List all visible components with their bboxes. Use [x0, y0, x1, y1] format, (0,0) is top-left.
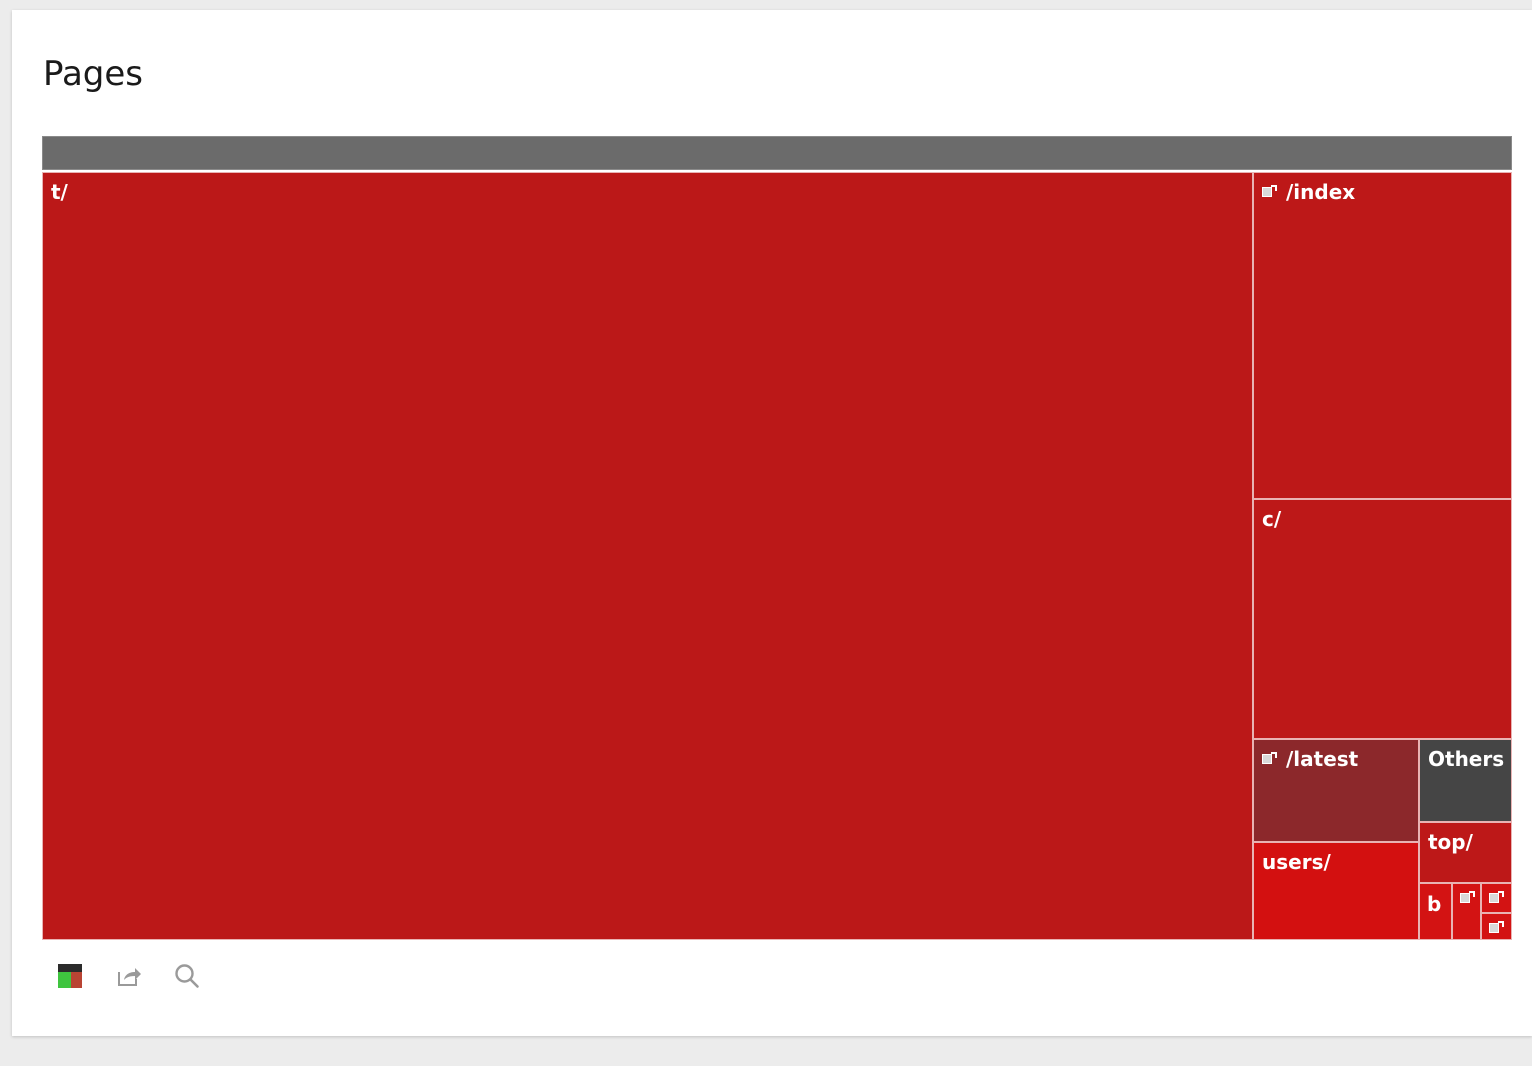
- tile-c[interactable]: c/: [1253, 499, 1512, 739]
- tile-latest[interactable]: /latest: [1253, 739, 1419, 842]
- tile-small-1[interactable]: [1452, 883, 1481, 940]
- tile-others[interactable]: Others: [1419, 739, 1512, 822]
- tile-label: b: [1427, 892, 1442, 916]
- tile-label: top/: [1428, 830, 1473, 854]
- tile-b[interactable]: b: [1419, 883, 1452, 940]
- tile-small-2[interactable]: [1481, 883, 1512, 913]
- tile-label: Others: [1428, 747, 1505, 771]
- external-link-icon[interactable]: [1262, 752, 1277, 765]
- tile-label: c/: [1262, 507, 1282, 531]
- color-legend-icon[interactable]: [58, 964, 82, 988]
- tile-label: /index: [1286, 180, 1356, 204]
- share-icon[interactable]: [116, 964, 142, 988]
- tile-users[interactable]: users/: [1253, 842, 1419, 940]
- external-link-icon[interactable]: [1489, 921, 1504, 934]
- tile-small-3[interactable]: [1481, 913, 1512, 940]
- tile-index[interactable]: /index: [1253, 172, 1512, 499]
- external-link-icon[interactable]: [1489, 891, 1504, 904]
- external-link-icon[interactable]: [1262, 185, 1277, 198]
- search-icon[interactable]: [174, 963, 200, 989]
- pages-panel: Pages t/ /index c/ /latest users/ Others…: [12, 10, 1532, 1036]
- tile-t[interactable]: t/: [42, 172, 1253, 940]
- tile-label: users/: [1262, 850, 1331, 874]
- external-link-icon[interactable]: [1460, 891, 1475, 904]
- page-title: Pages: [43, 54, 144, 94]
- tile-label: t/: [51, 180, 68, 204]
- tile-top[interactable]: top/: [1419, 822, 1512, 883]
- tile-label: /latest: [1286, 747, 1359, 771]
- treemap-header-bar[interactable]: [42, 136, 1512, 170]
